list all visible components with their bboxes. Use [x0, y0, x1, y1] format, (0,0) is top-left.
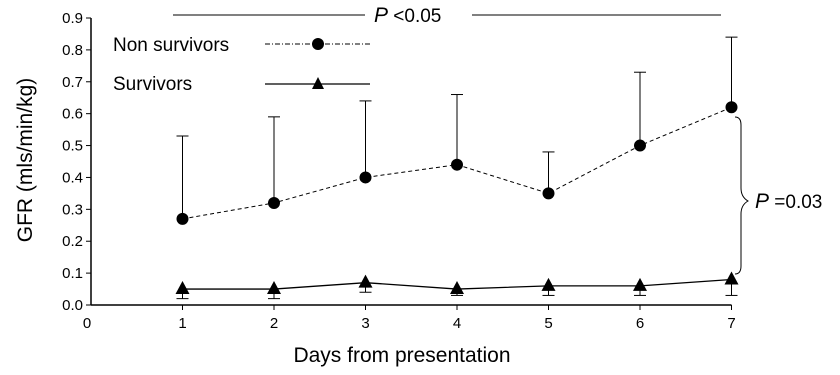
y-tick-label: 0.0: [62, 297, 83, 314]
x-tick-label: 4: [453, 315, 461, 332]
data-point-survivors: [541, 277, 556, 291]
data-point-non-survivors: [359, 171, 372, 184]
x-tick-label: 5: [544, 315, 552, 332]
legend-marker-non-survivors: [312, 38, 324, 50]
x-tick-label: 3: [361, 315, 369, 332]
y-tick-label: 0.2: [62, 233, 83, 250]
data-point-survivors: [267, 281, 281, 295]
y-tick-label: 0.4: [62, 169, 83, 186]
x-tick-label: 6: [636, 315, 644, 332]
y-tick-label: 0.1: [62, 265, 83, 282]
y-tick-label: 0.9: [62, 10, 83, 27]
legend-label-non-survivors: Non survivors: [113, 35, 229, 56]
series-markers: [175, 101, 739, 295]
y-tick-label: 0.6: [62, 106, 83, 123]
significance-right-label: P =0.03: [755, 190, 822, 213]
significance-top-label: P <0.05: [374, 4, 441, 27]
x-tick-label: 0: [83, 315, 91, 332]
y-tick-label: 0.8: [62, 42, 83, 59]
data-point-non-survivors: [451, 158, 463, 171]
legend-label-survivors: Survivors: [113, 74, 192, 95]
significance-right: P =0.03: [734, 116, 822, 275]
significance-top: P <0.05: [173, 4, 721, 27]
y-axis-title: GFR (mls/min/kg): [14, 78, 37, 243]
data-point-non-survivors: [725, 101, 738, 114]
data-point-non-survivors: [268, 196, 280, 209]
x-tick-label: 7: [727, 315, 735, 332]
legend: Non survivors Survivors: [113, 35, 370, 95]
x-axis-title: Days from presentation: [293, 344, 510, 367]
data-point-survivors: [724, 271, 739, 285]
axes: 0.0 0.1 0.2 0.3 0.4 0.5 0.6 0.7 0.8 0.9 0 1 2 3 4 5 6 7: [62, 10, 736, 332]
data-point-survivors: [633, 277, 647, 291]
error-bars: [176, 36, 738, 300]
y-tick-label: 0.3: [62, 201, 83, 218]
x-tick-label: 1: [178, 315, 186, 332]
data-point-non-survivors: [634, 139, 646, 152]
y-tick-label: 0.5: [62, 138, 83, 155]
y-tick-label: 0.7: [62, 74, 83, 91]
data-point-survivors: [358, 274, 373, 288]
data-point-non-survivors: [176, 212, 189, 225]
data-point-survivors: [175, 281, 190, 295]
significance-brace: [734, 116, 750, 275]
x-tick-label: 2: [270, 315, 278, 332]
legend-marker-survivors: [312, 77, 324, 89]
data-point-non-survivors: [542, 187, 555, 200]
data-point-survivors: [450, 281, 464, 295]
